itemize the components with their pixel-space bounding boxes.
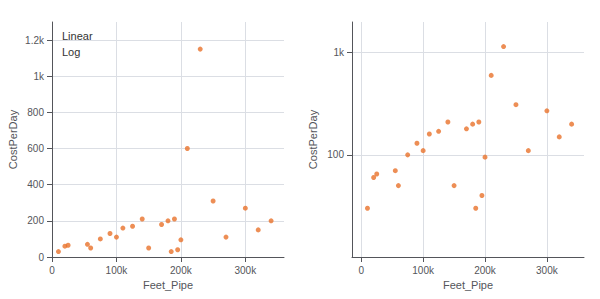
svg-text:Linear: Linear (62, 30, 93, 42)
svg-text:200: 200 (27, 215, 44, 226)
svg-text:200k: 200k (474, 265, 497, 276)
svg-text:0: 0 (49, 265, 55, 276)
svg-text:CostPerDay: CostPerDay (307, 109, 319, 169)
svg-text:100: 100 (327, 149, 344, 160)
svg-text:300k: 300k (234, 265, 257, 276)
svg-text:0: 0 (358, 265, 364, 276)
svg-text:Feet_Pipe: Feet_Pipe (443, 279, 493, 291)
svg-text:300k: 300k (536, 265, 559, 276)
svg-text:600: 600 (27, 143, 44, 154)
svg-text:1k: 1k (33, 71, 45, 82)
svg-text:0: 0 (38, 252, 44, 263)
svg-text:Log: Log (62, 46, 80, 58)
svg-text:200k: 200k (170, 265, 193, 276)
svg-text:1k: 1k (333, 47, 345, 58)
svg-text:800: 800 (27, 107, 44, 118)
svg-text:Feet_Pipe: Feet_Pipe (143, 279, 193, 291)
svg-text:100k: 100k (412, 265, 435, 276)
svg-text:CostPerDay: CostPerDay (7, 109, 19, 169)
svg-text:100k: 100k (106, 265, 129, 276)
svg-text:400: 400 (27, 179, 44, 190)
svg-text:1.2k: 1.2k (25, 35, 45, 46)
